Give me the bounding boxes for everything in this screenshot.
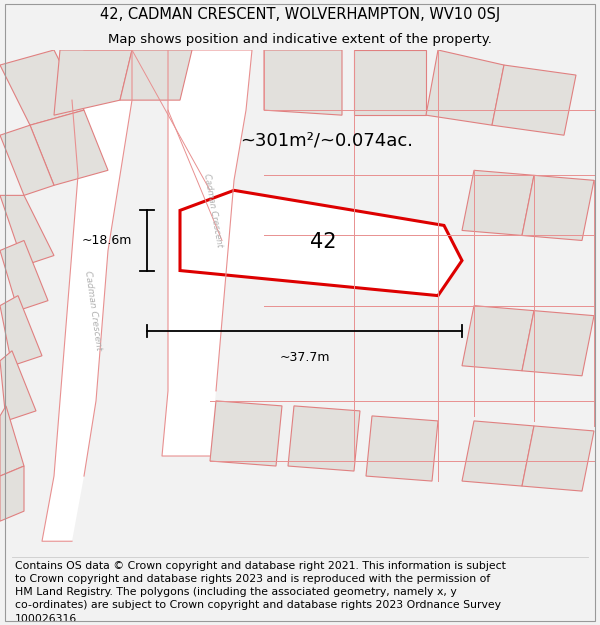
Polygon shape (0, 296, 42, 366)
Polygon shape (0, 406, 24, 476)
Text: 42: 42 (310, 232, 336, 252)
Text: 42, CADMAN CRESCENT, WOLVERHAMPTON, WV10 0SJ: 42, CADMAN CRESCENT, WOLVERHAMPTON, WV10… (100, 8, 500, 22)
Polygon shape (0, 351, 36, 421)
Polygon shape (0, 196, 54, 266)
Polygon shape (492, 65, 576, 135)
Polygon shape (522, 175, 594, 241)
Polygon shape (462, 170, 534, 236)
Polygon shape (522, 426, 594, 491)
Polygon shape (54, 50, 132, 115)
Polygon shape (210, 401, 282, 466)
Text: Map shows position and indicative extent of the property.: Map shows position and indicative extent… (108, 32, 492, 46)
Polygon shape (0, 125, 54, 196)
Polygon shape (180, 191, 462, 296)
Polygon shape (162, 50, 252, 456)
Polygon shape (354, 50, 426, 115)
Text: Cadman Crescent: Cadman Crescent (83, 270, 103, 351)
Polygon shape (462, 306, 534, 371)
Polygon shape (264, 50, 342, 115)
Polygon shape (42, 50, 132, 541)
Polygon shape (366, 416, 438, 481)
Text: Contains OS data © Crown copyright and database right 2021. This information is : Contains OS data © Crown copyright and d… (15, 561, 506, 624)
Text: ~301m²/~0.074ac.: ~301m²/~0.074ac. (240, 131, 413, 149)
Polygon shape (462, 421, 534, 486)
Polygon shape (426, 50, 504, 125)
Polygon shape (522, 311, 594, 376)
Polygon shape (0, 466, 24, 521)
Text: Cadman Crescent: Cadman Crescent (202, 173, 224, 248)
Polygon shape (0, 50, 84, 125)
Polygon shape (120, 50, 192, 100)
Text: ~18.6m: ~18.6m (82, 234, 132, 247)
Text: ~37.7m: ~37.7m (279, 351, 330, 364)
Polygon shape (288, 406, 360, 471)
Polygon shape (30, 110, 108, 186)
Polygon shape (0, 241, 48, 311)
